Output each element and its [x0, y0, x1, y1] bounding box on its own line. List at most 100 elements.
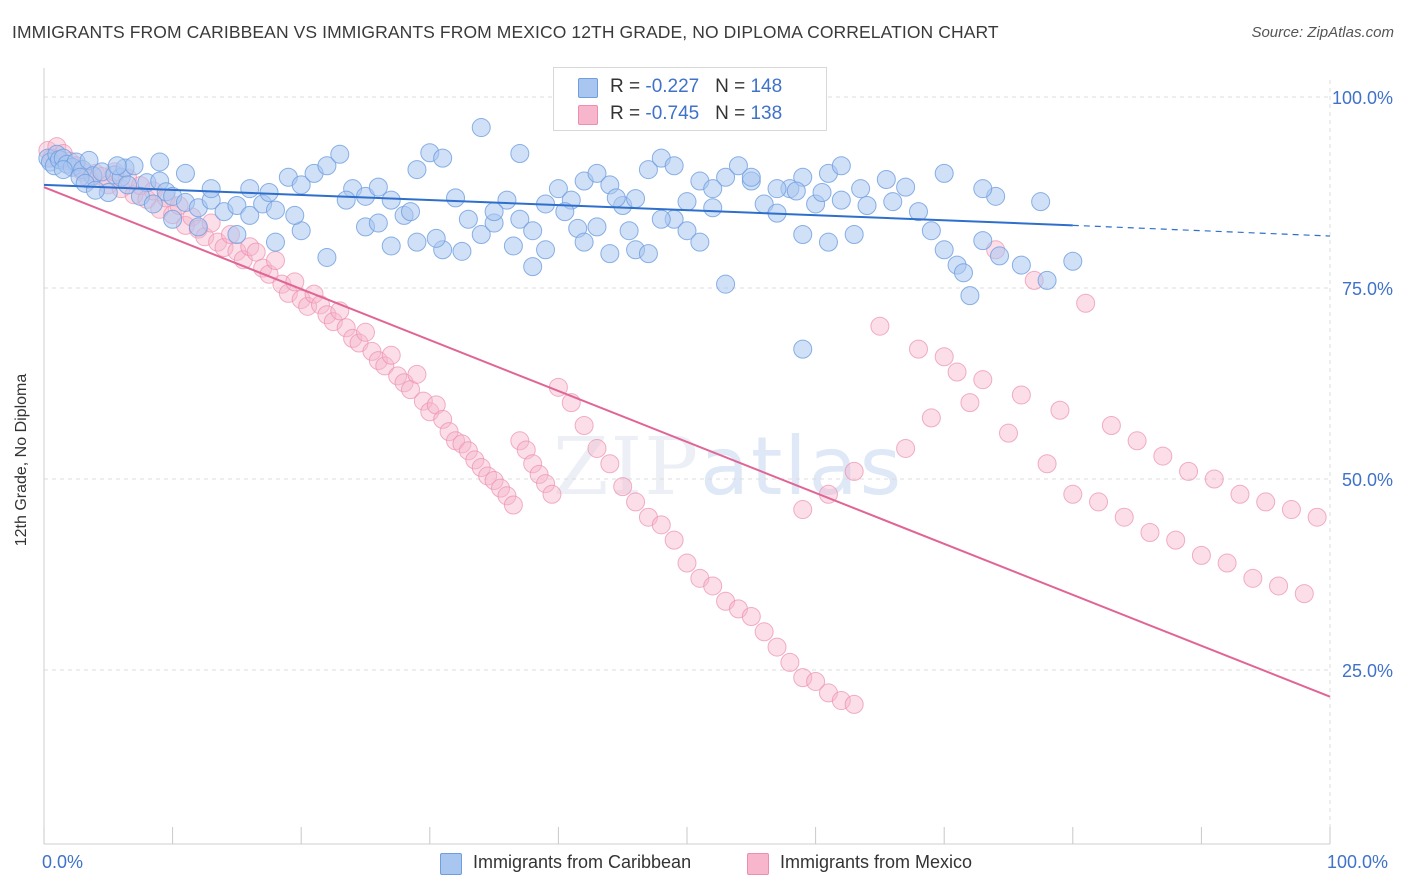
mexico-point [844, 694, 864, 714]
caribbean-point [883, 192, 903, 212]
caribbean-point [118, 175, 138, 195]
mexico-point [529, 464, 549, 484]
caribbean-point [767, 179, 787, 199]
caribbean-point [960, 286, 980, 306]
caribbean-point [716, 167, 736, 187]
mexico-point [600, 454, 620, 474]
caribbean-point [716, 274, 736, 294]
caribbean-point [523, 257, 543, 277]
caribbean-point [555, 202, 575, 222]
mexico-point [458, 441, 478, 461]
caribbean-point [227, 225, 247, 245]
mexico-point [336, 318, 356, 338]
caribbean-point [381, 190, 401, 210]
mexico-trend-line [43, 186, 1331, 698]
caribbean-point [831, 156, 851, 176]
caribbean-point [677, 221, 697, 241]
watermark-atlas: atlas [700, 420, 904, 513]
mexico-point [793, 500, 813, 520]
caribbean-point [407, 160, 427, 180]
mexico-point [1140, 522, 1160, 542]
caribbean-trend-extension [1072, 224, 1331, 237]
legend-r-label: R = [610, 103, 646, 124]
mexico-point [542, 484, 562, 504]
mexico-point [413, 391, 433, 411]
mexico-point [1294, 584, 1314, 604]
mexico-point [1230, 484, 1250, 504]
caribbean-point [703, 179, 723, 199]
legend-r-label: R = [610, 76, 646, 97]
mexico-point [947, 362, 967, 382]
caribbean-point [471, 225, 491, 245]
caribbean-point [285, 205, 305, 225]
y-axis-title: 12th Grade, No Diploma [13, 373, 30, 547]
mexico-point [240, 237, 260, 257]
caribbean-point [934, 163, 954, 183]
caribbean-point [265, 232, 285, 252]
y-tick-label: 50.0% [1342, 470, 1393, 490]
caribbean-point [973, 231, 993, 251]
caribbean-point [876, 170, 896, 190]
caribbean-point [587, 217, 607, 237]
legend-r-value: -0.745 [645, 103, 700, 124]
mexico-point [491, 478, 511, 498]
mexico-point [1191, 545, 1211, 565]
caribbean-point [523, 221, 543, 241]
caribbean-point [484, 202, 504, 222]
mexico-point [806, 671, 826, 691]
caribbean-point [497, 190, 517, 210]
caribbean-point [452, 241, 472, 261]
mexico-point [960, 393, 980, 413]
caribbean-point [844, 225, 864, 245]
caribbean-point [150, 152, 170, 172]
caribbean-point [381, 236, 401, 256]
mexico-point [587, 438, 607, 458]
mexico-point [973, 370, 993, 390]
mexico-point [1063, 484, 1083, 504]
caribbean-point [368, 177, 388, 197]
caribbean-point [1011, 255, 1031, 275]
x-tick-max: 100.0% [1327, 852, 1389, 872]
mexico-point [1011, 385, 1031, 405]
mexico-point [465, 450, 485, 470]
mexico-point [767, 637, 787, 657]
mexico-point [1089, 492, 1109, 512]
caribbean-point [818, 232, 838, 252]
legend-text-caribbean: R = -0.227 N = 148 [610, 76, 782, 98]
caribbean-point [793, 339, 813, 359]
mexico-point [896, 438, 916, 458]
mexico-point [908, 339, 928, 359]
caribbean-point [368, 213, 388, 233]
mexico-point [626, 492, 646, 512]
caribbean-point [446, 188, 466, 208]
legend-r-value: -0.227 [645, 76, 700, 97]
legend-n-label: N = [715, 76, 751, 97]
mexico-point [677, 553, 697, 573]
mexico-point [1153, 446, 1173, 466]
series-swatch-caribbean [440, 853, 462, 875]
legend-swatch-mexico [578, 105, 598, 125]
caribbean-point [510, 144, 530, 164]
caribbean-point [857, 195, 877, 215]
caribbean-point [741, 167, 761, 187]
caribbean-point [587, 163, 607, 183]
caribbean-point [677, 192, 697, 212]
chart-title: IMMIGRANTS FROM CARIBBEAN VS IMMIGRANTS … [12, 22, 999, 42]
mexico-point [1179, 461, 1199, 481]
mexico-point [1101, 416, 1121, 436]
caribbean-point [600, 244, 620, 264]
caribbean-point [812, 183, 832, 202]
legend-text-mexico: R = -0.745 N = 138 [610, 103, 782, 125]
trend-lines [43, 183, 1331, 698]
caribbean-point [201, 179, 221, 199]
caribbean-point [163, 209, 183, 229]
caribbean-point [510, 209, 530, 229]
caribbean-point [107, 156, 127, 176]
caribbean-point [458, 209, 478, 229]
caribbean-point [690, 232, 710, 252]
source-label: Source: ZipAtlas.com [1251, 24, 1394, 41]
caribbean-point [973, 179, 993, 199]
caribbean-point [317, 156, 337, 176]
mexico-point [407, 364, 427, 384]
